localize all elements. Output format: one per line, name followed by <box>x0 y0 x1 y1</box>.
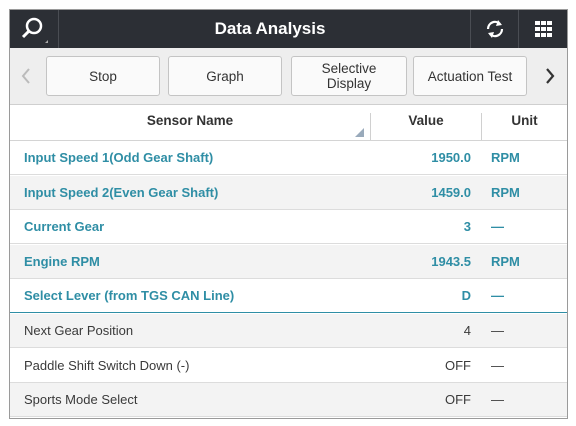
column-header: Value <box>408 113 444 128</box>
top-bar: Data Analysis <box>10 10 567 48</box>
sensor-name: Sports Mode Select <box>24 392 138 408</box>
sensor-value: 1943.5 <box>431 253 471 269</box>
sensor-unit: RPM <box>491 253 520 269</box>
table-row[interactable]: Paddle Shift Switch Down (-) OFF — <box>10 348 567 383</box>
sensor-value: OFF <box>445 357 471 373</box>
sensor-value: 1459.0 <box>431 184 471 200</box>
scroll-left[interactable] <box>10 48 42 104</box>
actuation-test-button[interactable]: Actuation Test <box>413 56 527 96</box>
sensor-unit: RPM <box>491 184 520 200</box>
button-label: Selective Display <box>321 61 377 91</box>
table-row[interactable]: Input Speed 1(Odd Gear Shaft) 1950.0 RPM <box>10 141 567 175</box>
table-row[interactable]: Sports Mode Select OFF — <box>10 383 567 418</box>
toolbar: Stop Graph Selective Display Actuation T… <box>10 48 567 105</box>
sensor-unit: — <box>491 323 504 338</box>
search-icon <box>21 17 48 43</box>
sensor-name: Paddle Shift Switch Down (-) <box>24 357 190 373</box>
sensor-value: 1950.0 <box>431 150 471 165</box>
column-divider <box>481 113 482 140</box>
sensor-value: OFF <box>445 392 471 408</box>
table-header: Sensor Name Value Unit <box>10 105 567 141</box>
app-window: Data Analysis Stop Graph Selective Displ… <box>9 9 568 419</box>
screen-title: Data Analysis <box>214 19 326 38</box>
sensor-name: Select Lever (from TGS CAN Line) <box>24 288 235 304</box>
sensor-unit: — <box>491 357 504 373</box>
sensor-name: Engine RPM <box>24 253 100 269</box>
refresh-icon <box>486 20 504 38</box>
sensor-name: Current Gear <box>24 219 105 235</box>
sensor-unit: — <box>491 288 504 304</box>
table-row[interactable]: Current Gear 3 — <box>10 210 567 245</box>
sort-indicator <box>355 128 364 137</box>
column-divider <box>370 113 371 140</box>
sensor-value: D <box>461 288 471 304</box>
grid-icon <box>535 21 552 37</box>
table-row[interactable]: Select Lever (from TGS CAN Line) D — <box>10 279 567 314</box>
graph-button[interactable]: Graph <box>168 56 282 96</box>
sensor-value: 3 <box>463 219 471 235</box>
table-row[interactable]: Next Gear Position 4 — <box>10 314 567 348</box>
selective-display-button[interactable]: Selective Display <box>291 56 407 96</box>
sensor-name: Input Speed 1(Odd Gear Shaft) <box>24 150 214 165</box>
menu-button[interactable] <box>518 10 567 48</box>
column-header: Unit <box>511 113 538 128</box>
table-row[interactable]: Input Speed 2(Even Gear Shaft) 1459.0 RPM <box>10 175 567 210</box>
table-row[interactable]: Engine RPM 1943.5 RPM <box>10 244 567 279</box>
sensor-value: 4 <box>463 323 471 338</box>
search-button[interactable] <box>10 10 59 48</box>
column-header[interactable]: Sensor Name <box>146 113 234 128</box>
sensor-name: Next Gear Position <box>24 323 134 338</box>
scroll-right[interactable] <box>535 48 567 104</box>
sensor-name: Input Speed 2(Even Gear Shaft) <box>24 184 219 200</box>
sensor-unit: — <box>491 219 504 235</box>
stop-button[interactable]: Stop <box>46 56 160 96</box>
sensor-unit: RPM <box>491 150 520 165</box>
sensor-unit: — <box>491 392 504 408</box>
refresh-button[interactable] <box>470 10 519 48</box>
